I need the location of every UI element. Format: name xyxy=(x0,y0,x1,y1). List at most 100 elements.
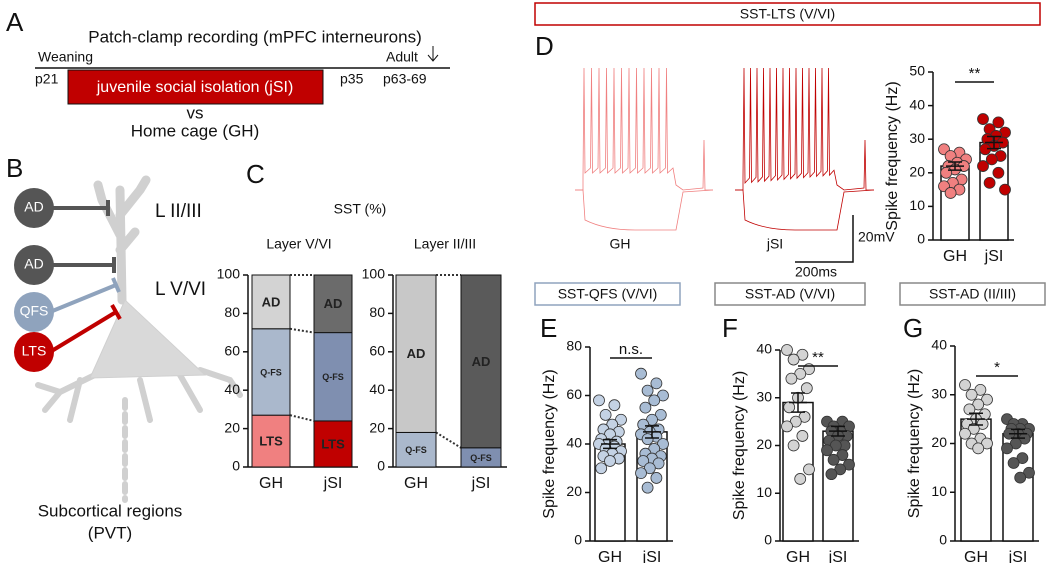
trace xyxy=(735,189,875,231)
y-tick-label: 0 xyxy=(574,532,582,548)
bar-segment xyxy=(251,328,291,416)
bar-segment xyxy=(395,274,437,433)
y-tick-label: 0 xyxy=(377,458,385,474)
connector xyxy=(435,431,462,449)
y-tick-label: 50 xyxy=(909,63,925,79)
data-point xyxy=(999,183,1011,196)
data-point xyxy=(959,427,971,440)
connector xyxy=(289,414,315,422)
scale-bar xyxy=(795,215,854,263)
data-point xyxy=(787,353,800,366)
data-point xyxy=(944,187,957,199)
input-lines xyxy=(48,200,122,354)
data-point xyxy=(639,401,652,414)
bar-segment xyxy=(313,420,353,468)
segment-label: Q-FS xyxy=(470,453,492,463)
chart-title: SST-AD (V/VI) xyxy=(745,286,835,302)
chart-title: SST-LTS (V/VI) xyxy=(740,6,835,22)
layer-label: L II/III xyxy=(155,201,202,222)
y-tick-label: 40 xyxy=(224,381,240,397)
y-tick-label: 80 xyxy=(369,304,385,320)
data-point xyxy=(983,176,996,189)
x-tick-label: jSI xyxy=(642,549,662,563)
panel-label: E xyxy=(540,313,557,343)
y-tick-label: 80 xyxy=(566,338,582,354)
y-tick-label: 60 xyxy=(566,386,582,402)
arrow xyxy=(427,46,439,62)
input-label: QFS xyxy=(20,303,49,319)
panel-label: F xyxy=(722,313,738,343)
data-point xyxy=(781,344,793,356)
data-point xyxy=(965,388,978,401)
trace xyxy=(575,189,714,231)
data-point xyxy=(1001,442,1013,455)
data-point xyxy=(803,463,815,476)
y-tick-label: 40 xyxy=(931,337,947,353)
data-point xyxy=(599,408,612,421)
error-bar xyxy=(967,412,985,426)
y-tick-label: 100 xyxy=(217,266,241,282)
error-bar xyxy=(643,425,661,439)
bar-segment xyxy=(460,274,502,449)
timeline-label: p21 xyxy=(35,71,59,87)
input-cell xyxy=(14,292,54,332)
y-tick-label: 10 xyxy=(909,197,925,213)
data-point xyxy=(641,481,654,494)
y-axis-label: Spike frequency (Hz) xyxy=(731,371,748,520)
y-tick-label: 20 xyxy=(756,436,772,452)
x-tick-label: jSI xyxy=(1008,549,1028,563)
input-cell xyxy=(14,245,54,285)
y-tick-label: 40 xyxy=(369,381,385,397)
error-bar xyxy=(829,425,847,437)
data-point xyxy=(794,473,807,485)
data-point xyxy=(827,453,840,466)
data-point xyxy=(785,372,798,385)
y-tick-label: 0 xyxy=(764,532,772,548)
segment-label: AD xyxy=(324,296,343,311)
bar-segment xyxy=(251,414,291,468)
timeline-label: p63-69 xyxy=(383,71,427,87)
title-box xyxy=(534,2,1041,26)
x-tick-label: jSI xyxy=(471,475,491,492)
y-tick-label: 60 xyxy=(369,343,385,359)
significance-label: ** xyxy=(812,349,824,366)
y-axis-label: Spike frequency (Hz) xyxy=(884,81,901,230)
error-bar xyxy=(946,161,964,171)
data-point xyxy=(1007,457,1020,469)
chart-title: SST-AD (II/III) xyxy=(929,286,1016,302)
segment-label: AD xyxy=(262,294,281,309)
chart-title: Layer II/III xyxy=(414,236,476,252)
panel-label: B xyxy=(6,153,23,183)
data-point xyxy=(641,384,654,397)
y-tick-label: 20 xyxy=(369,419,385,435)
data-point xyxy=(800,382,813,395)
significance-label: * xyxy=(994,359,1000,376)
data-point xyxy=(977,160,989,172)
data-point xyxy=(608,399,621,412)
data-point xyxy=(635,367,647,380)
data-point xyxy=(635,467,647,480)
scale-label: 20mV xyxy=(858,229,895,245)
isolation-box xyxy=(67,69,324,105)
data-point xyxy=(650,472,663,484)
data-point xyxy=(783,401,796,414)
panel-label: C xyxy=(246,159,265,189)
y-tick-label: 0 xyxy=(939,532,947,548)
data-point xyxy=(825,468,838,481)
data-point xyxy=(604,455,616,467)
error-bar xyxy=(789,392,807,413)
timeline-label: Weaning xyxy=(38,49,93,65)
y-tick-label: 40 xyxy=(756,341,772,357)
input-label: AD xyxy=(24,199,43,215)
input-label: AD xyxy=(24,256,43,272)
isolation-label: juvenile social isolation (jSI) xyxy=(96,79,294,96)
y-tick-label: 20 xyxy=(931,434,947,450)
chart-title: Layer V/VI xyxy=(266,236,331,252)
data-point xyxy=(637,455,650,467)
trace xyxy=(735,67,874,191)
x-tick-label: jSI xyxy=(828,549,848,563)
y-tick-label: 60 xyxy=(224,343,240,359)
target-label: Subcortical regions xyxy=(38,501,183,520)
data-point xyxy=(796,430,809,442)
input-cell xyxy=(14,332,54,372)
